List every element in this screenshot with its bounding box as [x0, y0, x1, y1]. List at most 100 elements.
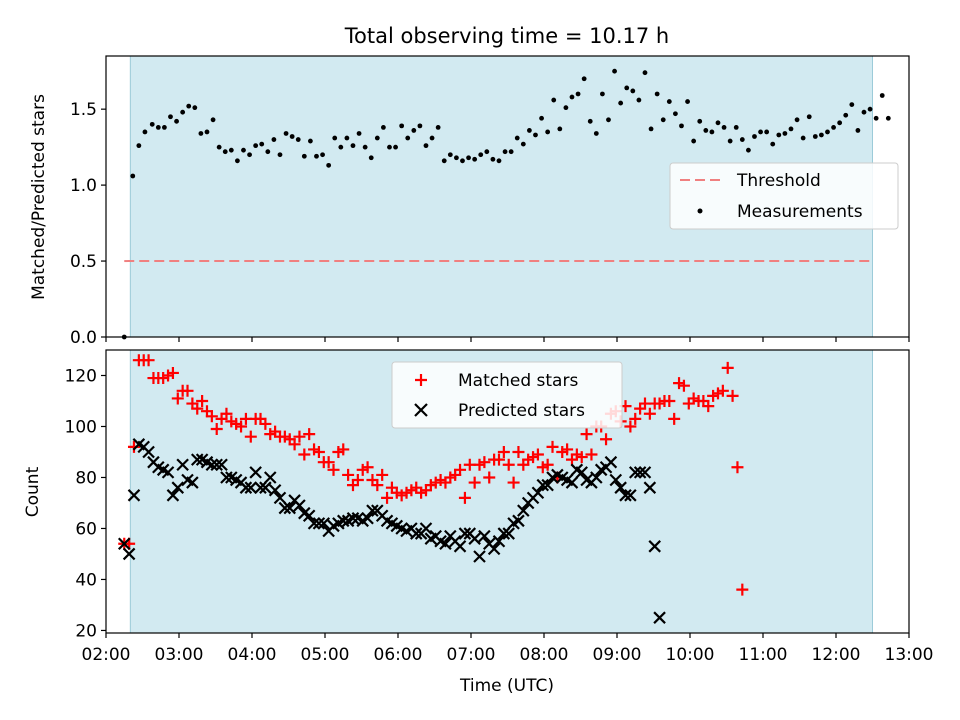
predicted-star-point [531, 486, 545, 500]
bottom-x-tick-label: 11:00 [739, 645, 788, 665]
matched-star-point [629, 412, 642, 425]
bottom-x-tick-label: 08:00 [520, 645, 569, 665]
matched-star-point [478, 456, 491, 469]
measurement-point [539, 115, 544, 121]
measurement-point [496, 158, 502, 164]
bottom-x-axis-label: Time (UTC) [459, 676, 554, 696]
measurement-point [533, 132, 538, 138]
measurement-point [368, 155, 374, 161]
matched-star-point [376, 468, 389, 481]
matched-star-point [561, 443, 574, 456]
measurement-point [648, 126, 654, 132]
matched-star-point [210, 423, 223, 436]
bottom-x-tick-label: 07:00 [447, 645, 496, 665]
top-y-tick-label: 1.0 [70, 176, 97, 196]
measurement-point [788, 126, 794, 132]
matched-star-point [312, 445, 325, 458]
measurement-point [136, 143, 142, 149]
top-y-tick-label: 1.5 [70, 100, 97, 120]
legend-threshold-label: Threshold [736, 171, 821, 191]
measurement-point [320, 152, 325, 158]
predicted-star-point [575, 466, 588, 479]
predicted-star-point [312, 517, 326, 530]
measurement-point [855, 128, 861, 133]
measurement-point [654, 91, 660, 97]
bottom-legend-box [391, 361, 623, 429]
predicted-star-point [458, 527, 472, 540]
measurement-points [121, 68, 891, 340]
measurement-point [764, 129, 770, 135]
matched-star-point [575, 451, 588, 464]
measurement-point [709, 129, 715, 135]
predicted-star-point [293, 499, 306, 512]
measurement-point [198, 131, 204, 136]
measurement-point [277, 152, 283, 158]
measurement-point [265, 149, 271, 155]
measurement-point [222, 149, 228, 155]
measurement-point [338, 144, 344, 150]
legend-predicted-swatch [414, 403, 428, 417]
top-y-tick-label: 0.5 [70, 252, 97, 272]
predicted-star-point [336, 514, 350, 528]
matched-star-point [736, 583, 749, 596]
legend-matched-label: Matched stars [458, 371, 578, 391]
measurement-point [545, 129, 551, 135]
bottom-panel: 20 40 60 80 100 120 02:00 03:00 04:00 05:00 06:00… [23, 349, 934, 696]
bottom-y-tick-label: 120 [65, 366, 97, 386]
predicted-star-point [628, 466, 642, 479]
matched-star-point [502, 458, 515, 471]
matched-star-point [468, 476, 481, 489]
matched-star-point [702, 400, 715, 413]
matched-star-point [191, 402, 204, 415]
measurement-point [490, 156, 496, 162]
matched-star-point [492, 453, 505, 466]
measurement-point [472, 156, 478, 162]
legend-matched-swatch [415, 374, 427, 386]
matched-star-point [351, 474, 364, 487]
predicted-star-point [127, 489, 141, 502]
predicted-star-point [346, 511, 360, 525]
predicted-star-point [565, 476, 579, 489]
top-x-ticks [105, 337, 910, 342]
predicted-stars-points [117, 438, 666, 624]
measurement-point [362, 144, 368, 150]
measurement-point [247, 152, 252, 158]
measurement-point [508, 149, 514, 155]
matched-star-point [497, 445, 510, 458]
predicted-star-point [590, 471, 603, 484]
measurement-point [301, 153, 307, 159]
matched-star-point [298, 448, 311, 461]
legend-measurements-swatch [697, 208, 703, 214]
top-y-tick-label: 0.0 [70, 328, 97, 348]
measurement-point [502, 149, 508, 155]
matched-star-point [663, 394, 676, 407]
measurement-point [630, 88, 636, 94]
measurement-point [606, 117, 611, 123]
measurement-point [180, 109, 186, 115]
matched-star-point [303, 428, 316, 441]
measurement-point [271, 137, 277, 142]
measurement-point [411, 128, 417, 133]
predicted-star-point [638, 466, 652, 479]
measurement-point [186, 103, 192, 109]
predicted-star-point [278, 501, 292, 515]
matched-star-point [483, 471, 496, 484]
matched-star-point [585, 448, 598, 461]
measurement-point [155, 124, 161, 130]
measurement-point [514, 135, 520, 141]
matched-star-point [668, 412, 681, 425]
measurement-point [326, 162, 332, 168]
chart-title: Total observing time = 10.17 h [344, 24, 669, 48]
predicted-star-point [487, 542, 501, 556]
predicted-star-point [317, 517, 331, 530]
predicted-star-point [215, 458, 228, 472]
matched-star-point [731, 461, 744, 474]
measurement-point [399, 123, 405, 129]
measurement-point [295, 137, 301, 142]
top-y-ticks: 0.0 0.5 1.0 1.5 [70, 100, 106, 348]
measurement-point [587, 118, 593, 124]
predicted-star-point [512, 514, 525, 528]
measurement-point [831, 124, 836, 130]
measurement-point [673, 111, 678, 117]
bottom-x-tick-label: 13:00 [885, 645, 934, 665]
